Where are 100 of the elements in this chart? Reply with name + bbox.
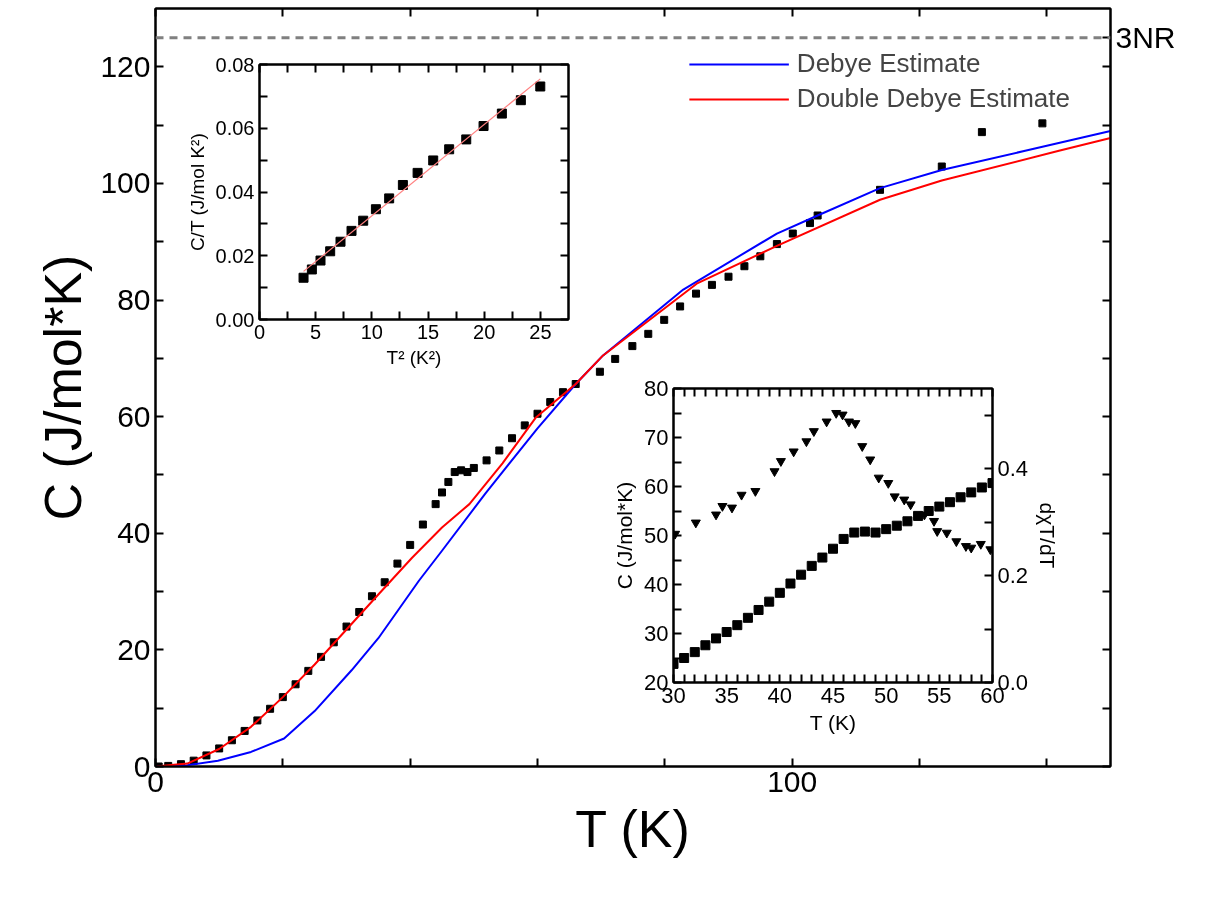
x-axis-title: T (K): [575, 799, 690, 858]
point: [843, 418, 854, 428]
point: [941, 529, 952, 539]
point: [520, 421, 529, 430]
point: [692, 289, 701, 298]
point: [679, 653, 690, 663]
y-tick-label: 0.06: [215, 117, 255, 140]
x-axis-title: T² (K²): [386, 346, 442, 368]
point: [934, 501, 945, 512]
y2-tick-label: 0.4: [997, 456, 1029, 482]
x-tick-label: 55: [927, 682, 952, 708]
point: [711, 511, 722, 521]
point: [412, 167, 423, 178]
point: [508, 434, 517, 443]
point: [808, 428, 819, 437]
point: [899, 496, 910, 506]
y-tick-label: 40: [117, 516, 151, 550]
ref-line-label: 3NR: [1115, 21, 1176, 55]
point: [769, 468, 780, 478]
y2-axis-title: dχT/dT: [1036, 502, 1060, 569]
point: [821, 418, 832, 428]
point: [750, 488, 761, 497]
point: [859, 526, 870, 537]
y-tick-label: 80: [117, 283, 151, 317]
y-tick-label: 60: [644, 474, 669, 499]
point: [469, 463, 478, 472]
y-tick-label: 30: [644, 621, 669, 646]
x-tick-label: 15: [416, 320, 440, 343]
point: [726, 504, 737, 514]
x-tick-label: 20: [473, 320, 496, 343]
point: [838, 533, 849, 544]
point: [873, 474, 884, 484]
point: [774, 587, 785, 598]
point: [857, 443, 868, 452]
x-tick-label: 40: [767, 682, 793, 708]
point: [482, 456, 491, 465]
y-tick-label: 0.00: [215, 308, 255, 331]
y-tick-label: 40: [644, 572, 669, 597]
point: [495, 446, 504, 455]
point: [977, 128, 986, 137]
point: [966, 487, 977, 498]
point: [717, 503, 728, 512]
point: [742, 612, 753, 623]
y-axis-title: C/T (J/mol K²): [186, 133, 208, 252]
point: [881, 524, 892, 535]
point: [438, 488, 446, 497]
point: [929, 517, 940, 527]
point: [428, 155, 439, 166]
point: [397, 179, 408, 190]
point: [431, 500, 440, 509]
point: [976, 482, 987, 493]
point: [644, 329, 653, 338]
point: [393, 559, 402, 568]
point: [711, 633, 722, 644]
point: [724, 272, 733, 281]
point: [975, 540, 986, 550]
point: [689, 647, 700, 658]
point: [850, 420, 861, 429]
point: [870, 527, 881, 538]
y-tick-label: 120: [100, 49, 151, 83]
y-tick-label: 0.04: [215, 181, 255, 203]
x-tick-label: 10: [360, 320, 383, 343]
y-tick-label: 100: [100, 166, 151, 200]
point: [764, 596, 775, 607]
y-tick-label: 60: [117, 399, 151, 433]
point: [865, 456, 876, 466]
y-tick-label: 70: [644, 425, 669, 450]
point: [788, 448, 799, 458]
point: [801, 438, 812, 448]
point: [306, 264, 317, 275]
point: [611, 354, 620, 363]
point: [889, 493, 900, 503]
x-tick-label: 50: [873, 682, 899, 708]
y-axis-title: C (J/mol*K): [613, 481, 637, 590]
point: [944, 497, 955, 508]
y-tick-label: 0.02: [215, 244, 255, 267]
point: [740, 262, 749, 271]
point: [721, 627, 732, 638]
x-tick-label: 5: [310, 320, 322, 343]
point: [775, 458, 786, 467]
point: [785, 578, 796, 589]
y2-tick-label: 0.2: [997, 563, 1029, 589]
point: [628, 342, 637, 351]
point: [905, 501, 916, 511]
point: [796, 569, 807, 580]
point: [676, 302, 685, 311]
point: [891, 520, 902, 531]
y-tick-label: 20: [117, 632, 151, 666]
y-tick-label: 0.08: [215, 53, 255, 76]
legend-label: Double Debye Estimate: [796, 83, 1070, 114]
point: [817, 552, 828, 563]
y-tick-label: 80: [644, 376, 669, 401]
point: [806, 560, 817, 571]
point: [837, 411, 848, 421]
point: [828, 543, 838, 554]
point: [660, 315, 669, 324]
point: [418, 520, 427, 529]
point: [788, 229, 797, 238]
point: [700, 640, 711, 651]
point: [406, 540, 415, 549]
